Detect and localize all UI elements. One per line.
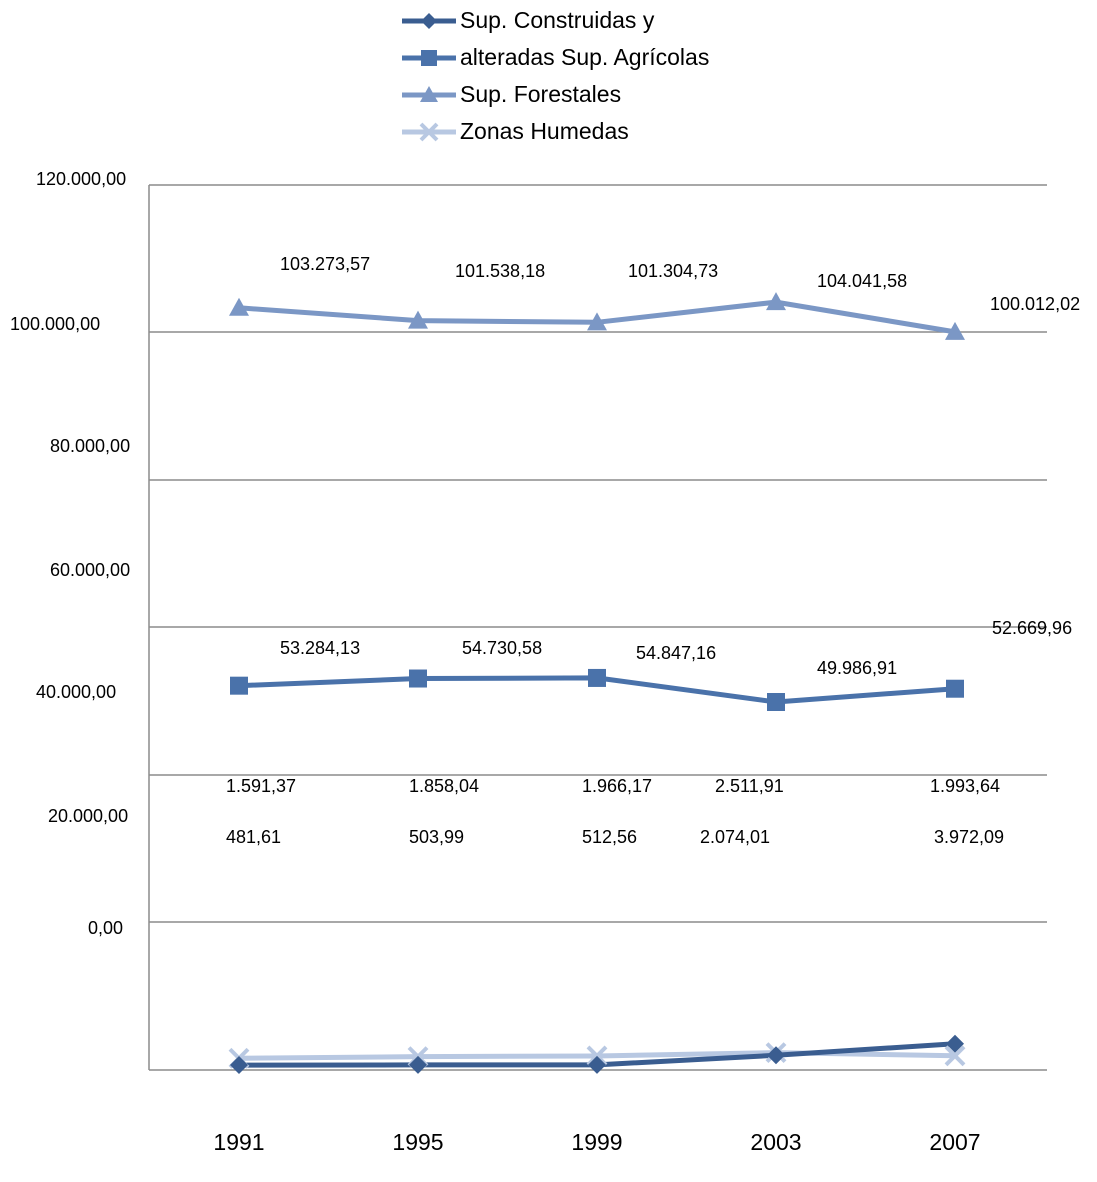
legend-label: Zonas Humedas xyxy=(460,118,629,144)
data-label: 100.012,02 xyxy=(990,294,1080,314)
x-tick-label: 1995 xyxy=(392,1129,443,1155)
data-label: 512,56 xyxy=(582,827,637,847)
data-label: 52.669,96 xyxy=(992,618,1072,638)
y-tick-label: 100.000,00 xyxy=(10,314,100,334)
x-tick-label: 2003 xyxy=(750,1129,801,1155)
data-label: 49.986,91 xyxy=(817,658,897,678)
legend-diamond-marker xyxy=(402,12,456,29)
legend-label: Sup. Forestales xyxy=(460,81,622,107)
legend-item-forestales: Sup. Forestales xyxy=(400,76,709,113)
data-label: 503,99 xyxy=(409,827,464,847)
data-label: 1.966,17 xyxy=(582,776,652,796)
y-tick-label: 80.000,00 xyxy=(50,436,130,456)
legend-triangle-marker xyxy=(402,85,456,102)
legend: Sup. Construidas y alteradas Sup. Agríco… xyxy=(400,2,709,150)
x-tick-label: 1999 xyxy=(571,1129,622,1155)
data-label: 2.511,91 xyxy=(715,776,784,796)
data-label: 1.591,37 xyxy=(226,776,296,796)
data-point xyxy=(230,1056,248,1075)
data-label: 104.041,58 xyxy=(817,271,907,291)
y-tick-label: 120.000,00 xyxy=(36,169,126,189)
y-tick-label: 40.000,00 xyxy=(36,682,116,702)
x-tick-label: 2007 xyxy=(929,1129,980,1155)
y-tick-label: 20.000,00 xyxy=(48,806,128,826)
data-label: 481,61 xyxy=(226,827,281,847)
data-point xyxy=(229,297,249,316)
legend-x-marker xyxy=(402,122,456,141)
data-point xyxy=(230,676,248,695)
legend-item-agricolas: alteradas Sup. Agrícolas xyxy=(400,39,709,76)
data-point xyxy=(408,310,428,329)
data-label: 1.858,04 xyxy=(409,776,479,796)
data-point xyxy=(588,668,606,687)
legend-label: Sup. Construidas y xyxy=(460,7,655,33)
y-tick-label: 60.000,00 xyxy=(50,560,130,580)
legend-square-marker xyxy=(402,49,456,66)
data-point xyxy=(945,321,965,340)
data-label: 101.538,18 xyxy=(455,261,545,281)
data-label: 54.730,58 xyxy=(462,638,542,658)
data-label: 54.847,16 xyxy=(636,643,716,663)
data-label: 101.304,73 xyxy=(628,261,718,281)
data-point xyxy=(944,1045,966,1067)
data-point xyxy=(767,693,785,711)
data-point xyxy=(588,1055,606,1074)
data-label: 3.972,09 xyxy=(934,827,1004,847)
data-point xyxy=(946,679,964,698)
legend-item-construidas: Sup. Construidas y xyxy=(400,2,709,39)
data-point xyxy=(946,1034,964,1053)
x-tick-label: 1991 xyxy=(213,1129,264,1155)
data-label: 103.273,57 xyxy=(280,254,370,274)
data-point xyxy=(409,669,427,688)
data-point xyxy=(587,312,607,331)
data-point xyxy=(766,292,786,311)
data-label: 2.074,01 xyxy=(700,827,770,847)
data-label: 53.284,13 xyxy=(280,638,360,658)
y-tick-label: 0,00 xyxy=(88,918,123,938)
data-label: 1.993,64 xyxy=(930,776,1000,796)
legend-label: alteradas Sup. Agrícolas xyxy=(460,44,710,70)
legend-item-humedas: Zonas Humedas xyxy=(400,113,709,150)
data-point xyxy=(767,1046,785,1065)
data-point xyxy=(409,1055,427,1074)
